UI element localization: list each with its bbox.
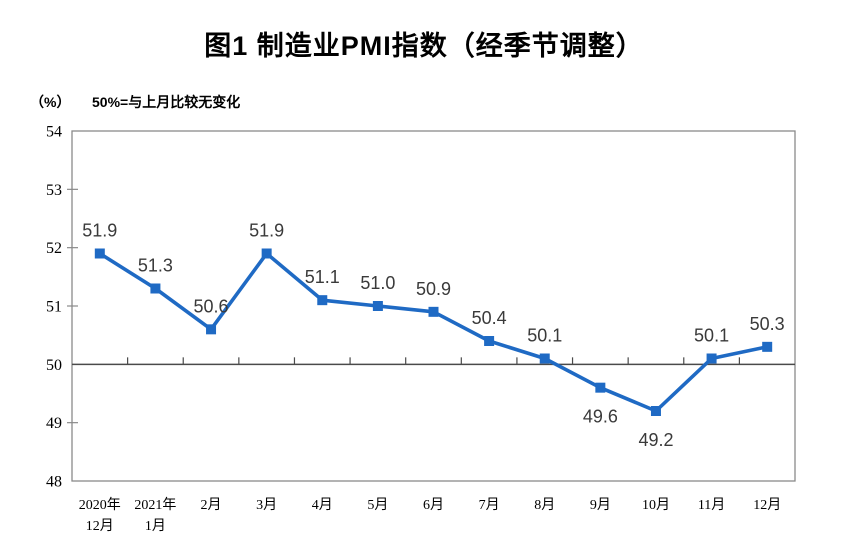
x-axis-label: 12月	[753, 497, 781, 513]
data-point-label: 51.3	[138, 256, 173, 276]
data-point-marker	[94, 248, 105, 259]
y-axis-tick-label: 50	[46, 357, 62, 374]
data-point-label: 49.6	[583, 407, 618, 427]
data-point-label: 51.9	[249, 221, 284, 241]
x-axis-label: 9月	[590, 497, 611, 513]
data-point-marker	[317, 295, 328, 306]
data-point-marker	[484, 336, 495, 346]
data-point-label: 51.1	[305, 267, 340, 287]
data-point-marker	[595, 382, 606, 393]
x-axis-label: 7月	[479, 497, 500, 513]
data-point-marker	[372, 301, 383, 311]
data-point-marker	[150, 283, 161, 294]
pmi-series-line	[98, 251, 769, 413]
data-point-marker	[261, 248, 272, 259]
data-point-label: 50.6	[194, 296, 229, 316]
data-point-marker	[206, 324, 217, 335]
x-axis-label: 8月	[534, 497, 555, 513]
data-point-label: 50.4	[472, 308, 507, 328]
data-point-label: 51.9	[82, 221, 117, 241]
data-point-label: 49.2	[638, 430, 673, 450]
x-axis-label: 3月	[256, 497, 277, 513]
x-axis-label: 11月	[698, 497, 725, 513]
y-axis-unit-label: （%）	[30, 94, 71, 110]
y-axis-tick-label: 54	[46, 124, 62, 141]
data-point-marker	[706, 353, 717, 364]
x-axis-label: 2020年	[79, 497, 121, 513]
data-point-label: 50.1	[694, 326, 729, 346]
x-axis-label: 4月	[312, 497, 333, 513]
data-point-marker	[650, 406, 661, 416]
data-point-marker	[539, 353, 550, 364]
x-axis-label: 5月	[367, 497, 388, 513]
baseline-note: 50%=与上月比较无变化	[92, 94, 241, 110]
x-axis-label: 1月	[145, 518, 166, 534]
x-axis-label: 2月	[201, 497, 222, 513]
data-point-marker	[762, 341, 773, 352]
y-axis-tick-label: 52	[46, 240, 62, 257]
y-axis-tick-label: 53	[46, 182, 62, 199]
y-axis-tick-label: 51	[46, 299, 62, 316]
data-point-label: 50.9	[416, 279, 451, 299]
data-point-label: 51.0	[360, 273, 395, 293]
y-axis-tick-label: 48	[46, 474, 62, 491]
data-point-label: 50.3	[750, 314, 785, 334]
x-axis-label: 12月	[86, 518, 114, 534]
x-axis-label: 6月	[423, 497, 444, 513]
y-axis-tick-label: 49	[46, 415, 62, 432]
x-axis-label: 10月	[642, 497, 670, 513]
chart-title: 图1 制造业PMI指数（经季节调整）	[204, 31, 644, 61]
data-point-marker	[428, 306, 439, 317]
x-axis-label: 2021年	[134, 497, 176, 513]
data-point-label: 50.1	[527, 326, 562, 346]
